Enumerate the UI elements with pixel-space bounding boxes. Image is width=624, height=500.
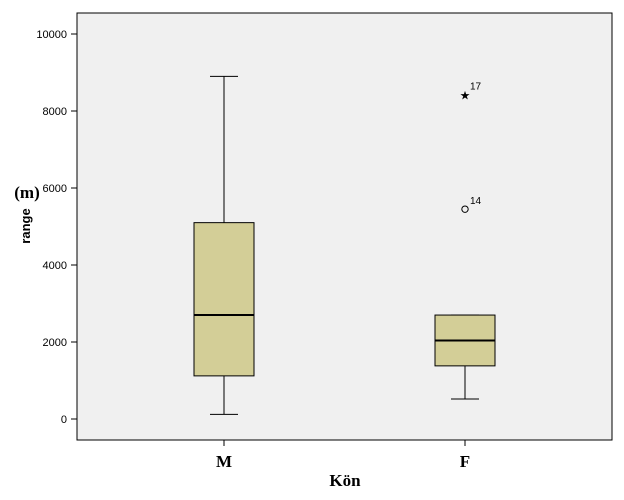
plot-area [76, 12, 613, 441]
y-tick-label: 10000 [36, 29, 67, 41]
box-group-F: 14 ★17 [434, 81, 496, 400]
outlier-label: 14 [470, 196, 482, 207]
iqr-box [193, 222, 255, 377]
extreme-point: ★ [460, 88, 471, 102]
outlier-label: 17 [470, 81, 482, 92]
y-axis-unit-label: (m) [14, 183, 39, 202]
x-tick-label: F [460, 452, 470, 471]
x-tick-label: M [216, 452, 232, 471]
outlier-point [461, 205, 469, 213]
y-tick-label: 2000 [43, 337, 67, 349]
x-axis-label: Kön [329, 471, 361, 490]
y-axis-label: range [18, 208, 33, 243]
y-tick-label: 0 [61, 414, 67, 426]
boxes-layer: 14 ★17 [193, 75, 496, 415]
y-tick-label: 6000 [43, 183, 67, 195]
y-tick-label: 4000 [43, 260, 67, 272]
box-group-M [193, 75, 255, 415]
y-tick-label: 8000 [43, 106, 67, 118]
y-axis: 0 2000 4000 6000 8000 10000 [36, 29, 77, 426]
